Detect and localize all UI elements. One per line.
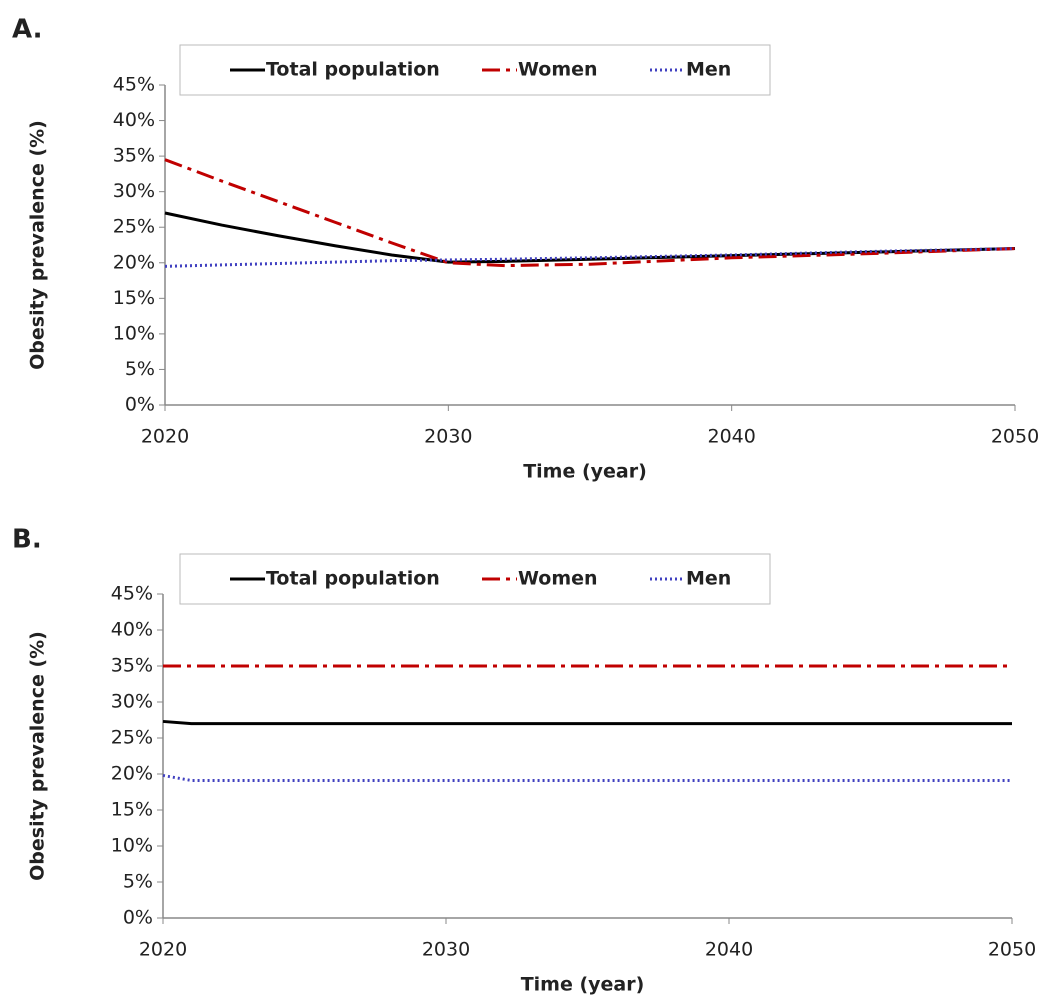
y-tick-label: 45% (113, 74, 155, 96)
panel-label: B. (12, 525, 42, 555)
series-line (164, 211, 1016, 264)
y-tick-label: 20% (111, 763, 153, 785)
series-line (164, 158, 1016, 268)
y-tick-label: 10% (111, 835, 153, 857)
y-tick-label: 30% (111, 691, 153, 713)
y-tick-label: 0% (123, 907, 153, 929)
y-tick-label: 25% (111, 727, 153, 749)
y-tick-label: 15% (113, 287, 155, 309)
x-axis-title: Time (year) (523, 461, 647, 483)
y-tick-label: 35% (113, 145, 155, 167)
legend-label: Total population (266, 59, 440, 81)
x-tick-label: 2050 (991, 426, 1039, 448)
y-tick-label: 20% (113, 251, 155, 273)
y-axis-title: Obesity prevalence (%) (27, 631, 49, 881)
panel-label: A. (12, 15, 42, 45)
y-tick-label: 5% (125, 358, 155, 380)
y-tick-label: 5% (123, 871, 153, 893)
y-tick-label: 15% (111, 799, 153, 821)
y-axis-title: Obesity prevalence (%) (27, 120, 49, 370)
legend-label: Men (686, 568, 731, 590)
x-tick-label: 2040 (705, 939, 753, 961)
y-tick-label: 45% (111, 583, 153, 605)
y-tick-label: 40% (113, 109, 155, 131)
series-line (162, 719, 1012, 726)
y-tick-label: 0% (125, 394, 155, 416)
x-tick-label: 2040 (707, 426, 755, 448)
y-tick-label: 40% (111, 619, 153, 641)
x-tick-label: 2030 (422, 939, 470, 961)
series-line (162, 773, 1012, 782)
x-tick-label: 2020 (141, 426, 189, 448)
x-axis-title: Time (year) (521, 974, 645, 996)
y-tick-label: 35% (111, 655, 153, 677)
y-tick-label: 25% (113, 216, 155, 238)
x-tick-label: 2050 (988, 939, 1036, 961)
x-tick-label: 2030 (424, 426, 472, 448)
legend-label: Women (518, 59, 598, 81)
legend-label: Women (518, 568, 598, 590)
legend-label: Men (686, 59, 731, 81)
y-tick-label: 30% (113, 180, 155, 202)
y-tick-label: 10% (113, 322, 155, 344)
x-tick-label: 2020 (139, 939, 187, 961)
legend-label: Total population (266, 568, 440, 590)
